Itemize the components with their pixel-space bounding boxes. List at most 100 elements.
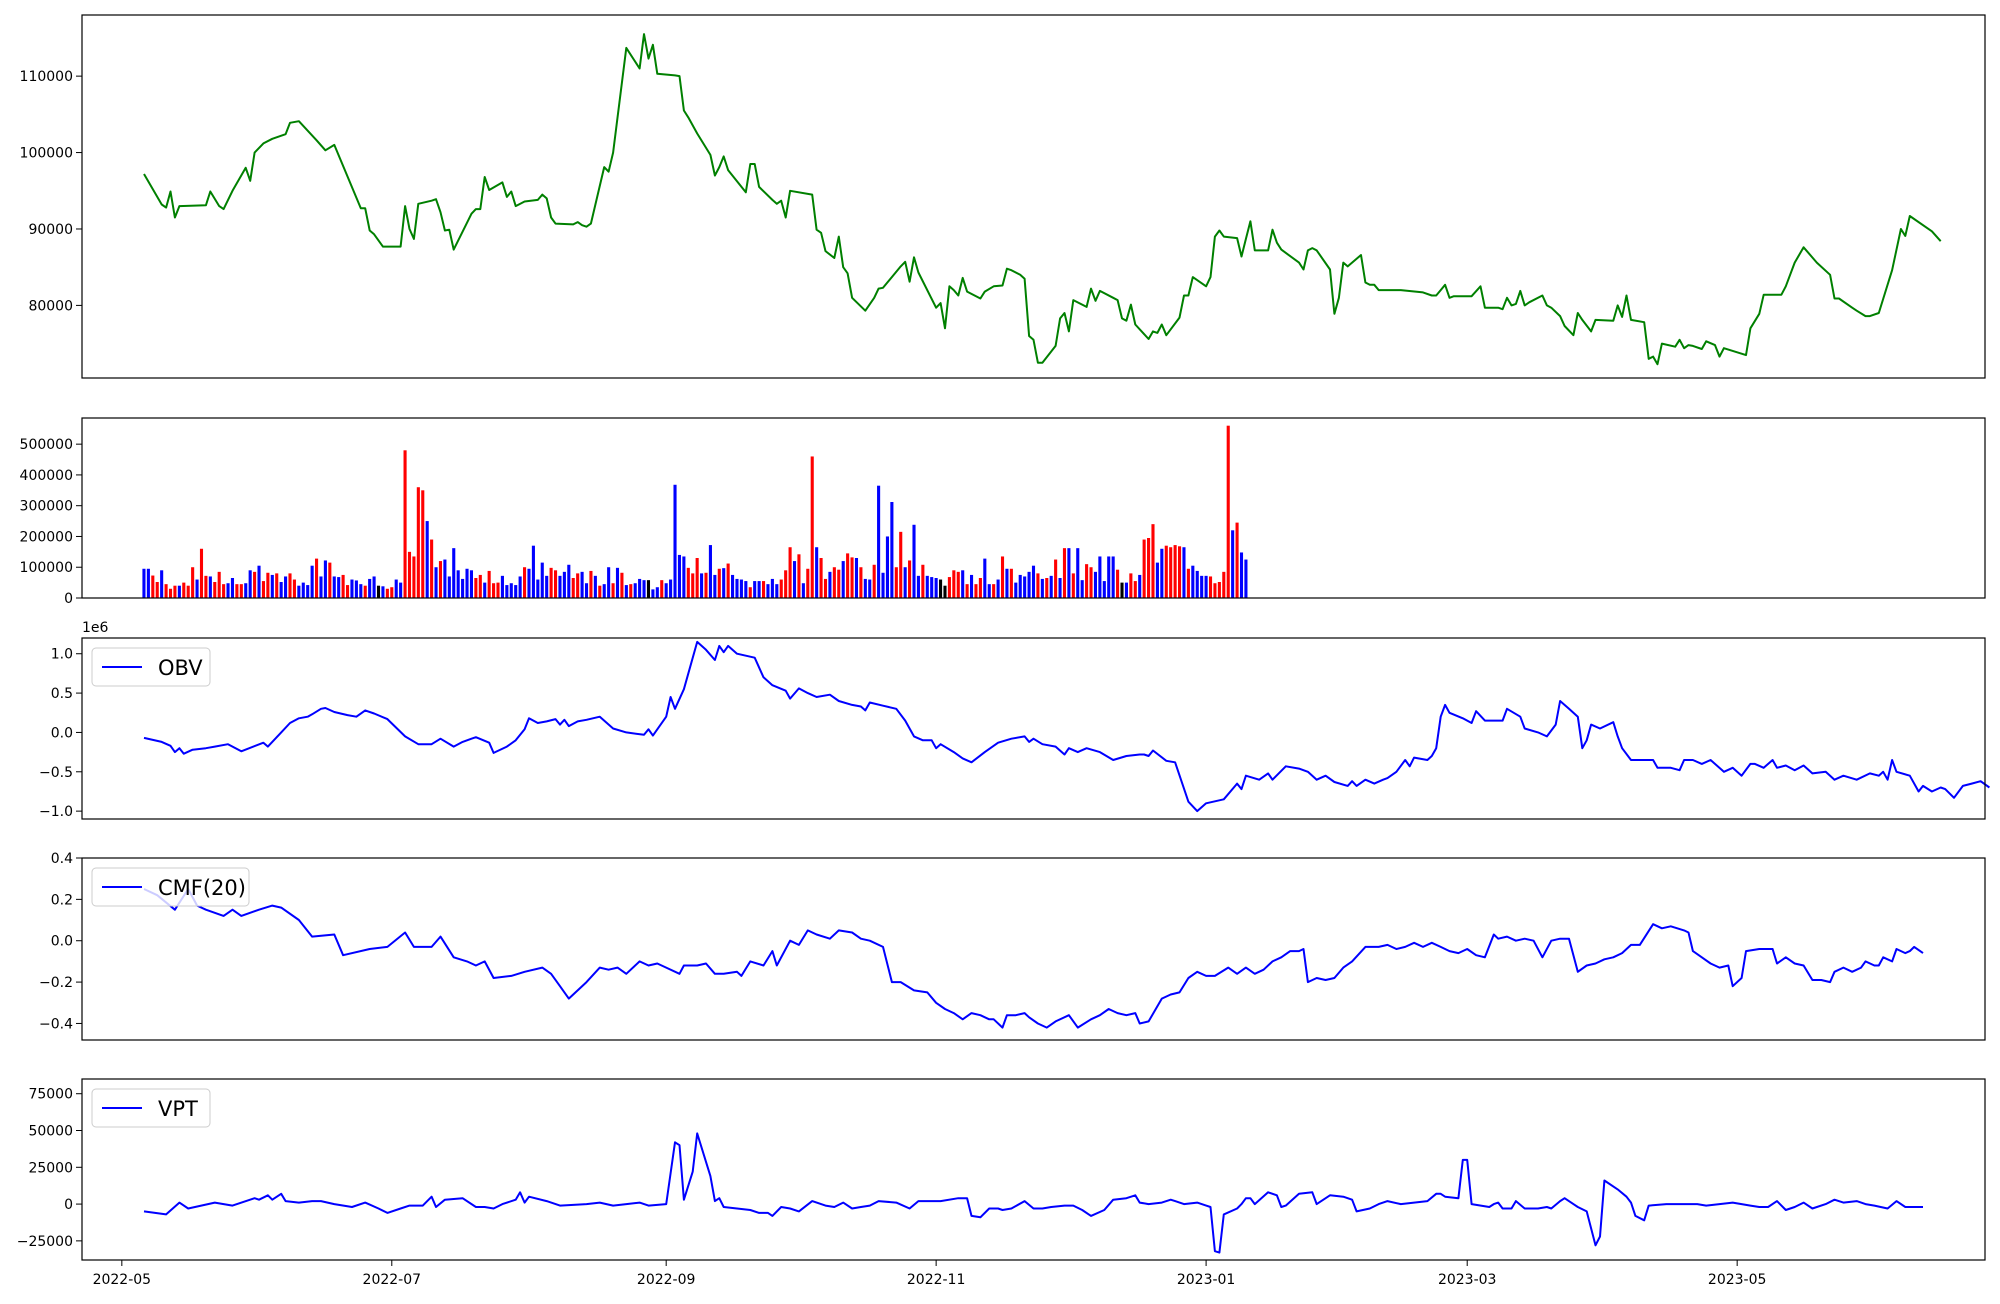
- volume-bar: [646, 580, 651, 598]
- panel-1: 80000 90000 100000 110000: [20, 14, 1986, 379]
- volume-bar: [877, 485, 881, 598]
- volume-bar: [748, 587, 752, 598]
- volume-bar: [744, 581, 748, 598]
- volume-bar: [615, 567, 620, 598]
- volume-bar: [1138, 574, 1142, 598]
- volume-bar: [354, 580, 358, 598]
- volume-bar: [536, 579, 540, 598]
- volume-bar: [863, 578, 867, 598]
- volume-bar: [1222, 571, 1226, 598]
- y-tick-label: 0: [64, 1197, 73, 1213]
- volume-bar: [589, 570, 593, 598]
- volume-bar: [775, 584, 779, 598]
- volume-bar: [961, 570, 965, 598]
- volume-bar: [416, 487, 420, 598]
- volume-bar: [885, 536, 890, 598]
- volume-bar: [753, 581, 757, 598]
- volume-bar: [779, 579, 783, 598]
- volume-bar: [372, 576, 376, 598]
- volume-bar: [359, 584, 363, 598]
- volume-bar: [978, 578, 982, 598]
- x-tick-label: 2023-01: [1177, 1272, 1236, 1288]
- volume-bar: [1208, 576, 1213, 598]
- volume-bar: [846, 553, 850, 598]
- volume-bar: [1129, 573, 1133, 598]
- volume-bar: [717, 568, 721, 598]
- y-tick-label: 0.4: [51, 851, 73, 867]
- volume-bar: [1182, 547, 1186, 598]
- series-line: [143, 640, 1990, 813]
- legend-frame: [91, 867, 250, 907]
- volume-bar: [257, 565, 261, 598]
- volume-bar: [1160, 548, 1164, 598]
- volume-bar: [695, 558, 699, 598]
- volume-bar: [514, 585, 518, 598]
- panel-4: −0.4 −0.2 0.0 0.2 0.4 CMF(20): [39, 851, 1986, 1041]
- volume-bar: [673, 484, 677, 598]
- volume-bar: [996, 579, 1000, 598]
- x-tick-label: 2022-07: [363, 1272, 422, 1288]
- volume-bar: [146, 568, 150, 598]
- y-tick-label: −0.2: [39, 975, 73, 991]
- volume-bar: [576, 573, 580, 598]
- volume-bar: [239, 584, 243, 598]
- volume-bar: [345, 585, 350, 598]
- volume-bar: [182, 582, 186, 598]
- volume-bar: [195, 579, 199, 598]
- volume-bar: [757, 581, 761, 598]
- volume-bar: [969, 574, 974, 598]
- volume-bar: [1080, 580, 1084, 598]
- volume-bar: [310, 565, 314, 598]
- volume-bar: [607, 567, 611, 598]
- volume-bar: [275, 573, 279, 598]
- volume-bar: [164, 584, 168, 598]
- volume-bar: [908, 560, 912, 598]
- volume-bar: [788, 547, 792, 598]
- y-tick-label: 200000: [20, 529, 73, 545]
- volume-bar: [952, 570, 956, 598]
- volume-bar: [841, 561, 845, 598]
- legend: CMF(20): [91, 867, 250, 907]
- y-tick-label: 400000: [20, 468, 73, 484]
- volume-bar: [584, 583, 589, 598]
- volume-bar: [930, 577, 934, 598]
- volume-bar: [1085, 564, 1089, 598]
- volume-bar: [651, 589, 655, 598]
- volume-bar: [956, 571, 960, 598]
- legend: OBV: [91, 647, 211, 687]
- volume-bar: [151, 575, 155, 598]
- volume-bar: [837, 569, 841, 598]
- volume-bar: [244, 583, 248, 598]
- volume-bar: [531, 545, 535, 598]
- volume-bar: [903, 567, 907, 598]
- volume-bar: [655, 587, 659, 598]
- volume-bar: [881, 572, 885, 598]
- volume-bar: [222, 584, 226, 598]
- volume-bar: [1071, 573, 1075, 598]
- volume-bar: [492, 583, 496, 598]
- volume-bar: [204, 575, 208, 598]
- volume-bar: [350, 579, 354, 598]
- axes-frame: [81, 857, 1986, 1041]
- volume-bar: [1133, 581, 1137, 598]
- panel-5: −25000 0 25000 50000 75000 VPT 2022-05 2022-07 2…: [17, 1078, 1986, 1288]
- volume-bar: [815, 547, 819, 598]
- volume-bar: [792, 561, 797, 598]
- volume-bar: [987, 584, 991, 598]
- volume-bar: [315, 558, 319, 598]
- volume-bar: [452, 548, 456, 598]
- x-tick-label: 2022-05: [93, 1272, 152, 1288]
- volume-bar: [1107, 556, 1111, 598]
- volume-bar: [407, 551, 412, 598]
- volume-bar: [766, 584, 770, 598]
- volume-bar: [664, 583, 668, 598]
- legend-label: VPT: [158, 1097, 198, 1121]
- volume-bar: [934, 578, 938, 598]
- volume-bar: [394, 579, 398, 598]
- volume-bar: [629, 584, 633, 598]
- axes-frame: [81, 1078, 1986, 1261]
- volume-bar: [434, 567, 438, 598]
- y-tick-label: 75000: [28, 1087, 73, 1103]
- volume-bar: [939, 579, 943, 598]
